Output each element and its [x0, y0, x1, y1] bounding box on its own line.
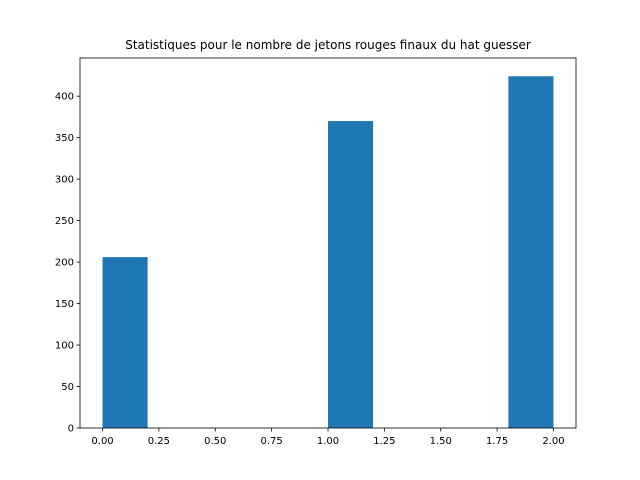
y-tick-label: 100 [55, 341, 74, 352]
y-tick-label: 0 [68, 424, 74, 435]
x-tick-label: 1.25 [373, 436, 395, 447]
x-tick-label: 0.50 [204, 436, 226, 447]
y-tick-label: 200 [55, 258, 74, 269]
histogram-bar-2 [508, 76, 554, 428]
y-tick-label: 250 [55, 216, 74, 227]
y-tick-label: 50 [61, 382, 74, 393]
x-tick-label: 1.00 [317, 436, 339, 447]
x-tick-label: 0.25 [148, 436, 170, 447]
y-tick-label: 350 [55, 133, 74, 144]
x-tick-label: 1.75 [486, 436, 508, 447]
y-axis: 0 50 100 150 200 250 300 350 400 [55, 92, 80, 435]
y-tick-label: 300 [55, 175, 74, 186]
histogram-bar-0 [102, 257, 148, 428]
x-tick-label: 1.50 [430, 436, 452, 447]
x-tick-label: 0.00 [91, 436, 113, 447]
y-tick-label: 400 [55, 92, 74, 103]
x-tick-label: 0.75 [261, 436, 283, 447]
histogram-bar-1 [328, 121, 374, 429]
bars-layer [102, 76, 554, 429]
y-tick-label: 150 [55, 299, 74, 310]
x-tick-label: 2.00 [542, 436, 564, 447]
x-axis: 0.00 0.25 0.50 0.75 1.00 1.25 1.50 1.75 2.00 [91, 428, 565, 447]
chart-title: Statistiques pour le nombre de jetons ro… [125, 38, 531, 52]
